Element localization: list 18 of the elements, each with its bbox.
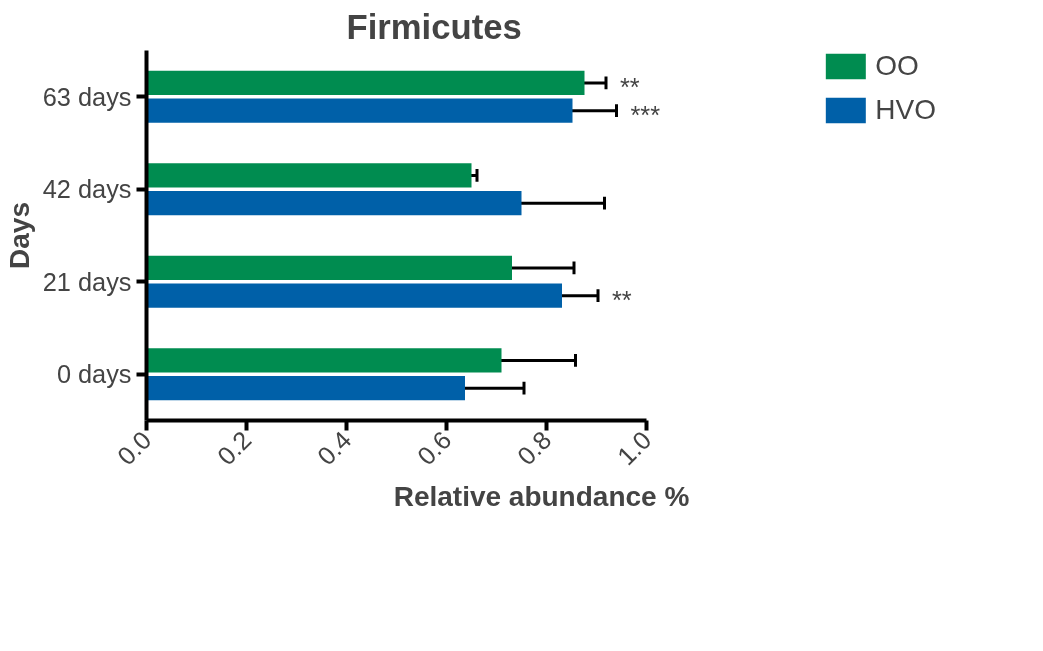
y-tick-label: 21 days bbox=[42, 267, 132, 296]
x-tick-label: 0.8 bbox=[511, 425, 557, 471]
data-label: *** bbox=[630, 100, 661, 129]
x-axis-title: Relative abundance % bbox=[393, 481, 690, 513]
y-tick-label: 42 days bbox=[42, 175, 132, 204]
x-tick-label: 0.6 bbox=[411, 425, 457, 471]
data-label: ** bbox=[620, 72, 640, 101]
chart-title: Firmicutes bbox=[346, 7, 522, 46]
legend-label: HVO bbox=[875, 94, 936, 126]
x-tick-label: 0.2 bbox=[211, 425, 257, 471]
data-label: ** bbox=[612, 285, 632, 314]
y-tick-label: 0 days bbox=[56, 360, 132, 389]
x-tick-label: 0.0 bbox=[111, 425, 157, 471]
x-tick-label: 1.0 bbox=[611, 425, 657, 471]
y-axis-title: Days bbox=[3, 202, 35, 269]
y-tick-label: 63 days bbox=[42, 82, 132, 111]
x-tick-label: 0.4 bbox=[311, 425, 357, 471]
legend-label: OO bbox=[875, 50, 919, 82]
